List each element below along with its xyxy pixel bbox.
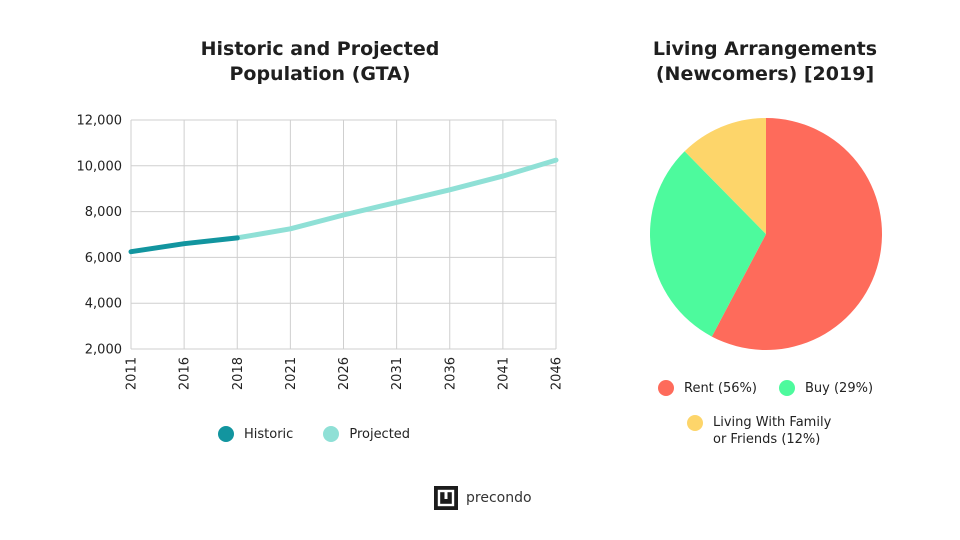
x-tick-label: 2021 — [284, 357, 299, 390]
x-tick-labels: 2011 2016 2018 2021 2026 2031 2036 2041 2046 — [125, 357, 565, 390]
legend-swatch-buy — [779, 380, 795, 396]
y-tick-label: 10,000 — [77, 159, 123, 174]
y-tick-labels: 2,000 4,000 6,000 8,000 10,000 12,000 — [77, 114, 123, 358]
brand-name: precondo — [466, 490, 532, 506]
legend-swatch-projected — [323, 426, 340, 442]
x-tick-label: 2018 — [231, 357, 246, 390]
pie-slice-family — [684, 118, 766, 234]
line-legend: Historic Projected — [218, 426, 440, 442]
legend-label-projected: Projected — [349, 426, 411, 442]
pie-chart-title: Living Arrangements (Newcomers) [2019] — [600, 37, 930, 87]
y-tick-label: 2,000 — [85, 343, 122, 358]
legend-label-family-line-1: Living With Family — [713, 415, 832, 430]
pie-title-line-2: (Newcomers) [2019] — [655, 63, 875, 85]
legend-label-rent: Rent (56%) — [684, 380, 757, 396]
series-line-projected — [234, 157, 559, 241]
y-tick-label: 6,000 — [85, 251, 122, 266]
legend-label-family: Living With Family or Friends (12%) — [713, 414, 831, 448]
line-series-group — [128, 157, 559, 255]
pie-legend-buy: Buy (29%) — [779, 380, 873, 396]
legend-label-historic: Historic — [244, 426, 294, 442]
legend-item-projected: Projected — [323, 426, 410, 442]
y-tick-label: 4,000 — [85, 297, 122, 312]
line-title-line-1: Historic and Projected — [200, 38, 440, 60]
x-tick-label: 2041 — [496, 357, 511, 390]
pie-slice-buy — [649, 151, 766, 337]
pie-slice-rent — [711, 118, 883, 350]
y-tick-label: 12,000 — [77, 114, 123, 129]
x-tick-label: 2046 — [550, 357, 565, 390]
legend-swatch-rent — [658, 380, 674, 396]
x-tick-label: 2031 — [390, 357, 405, 390]
legend-item-historic: Historic — [218, 426, 293, 442]
legend-label-buy: Buy (29%) — [805, 380, 874, 396]
pie-legend-family: Living With Family or Friends (12%) — [687, 414, 831, 448]
line-chart-title: Historic and Projected Population (GTA) — [130, 37, 510, 87]
line-grid — [130, 119, 557, 350]
legend-swatch-historic — [218, 426, 234, 442]
brand-logo: precondo — [434, 486, 532, 510]
pie-legend-rent: Rent (56%) — [658, 380, 757, 396]
line-title-line-2: Population (GTA) — [229, 63, 411, 85]
series-line-historic — [128, 235, 240, 255]
x-tick-label: 2011 — [125, 357, 140, 390]
x-tick-label: 2026 — [337, 357, 352, 390]
pie-chart — [649, 118, 883, 350]
precondo-logo-icon — [434, 486, 458, 510]
legend-swatch-family — [687, 415, 703, 431]
y-tick-label: 8,000 — [85, 205, 122, 220]
pie-title-line-1: Living Arrangements — [652, 38, 878, 60]
legend-label-family-line-2: or Friends (12%) — [713, 432, 821, 447]
x-tick-label: 2016 — [178, 357, 193, 390]
x-tick-label: 2036 — [443, 357, 458, 390]
